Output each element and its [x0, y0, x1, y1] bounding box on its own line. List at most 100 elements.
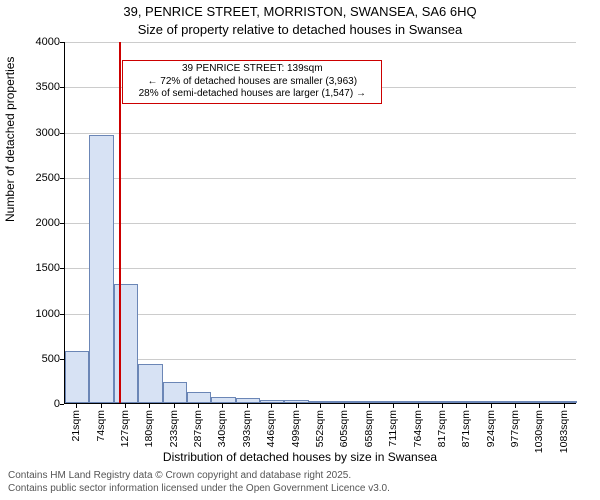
x-tick-label: 393sqm [241, 410, 253, 447]
chart-title-line1: 39, PENRICE STREET, MORRISTON, SWANSEA, … [0, 4, 600, 19]
x-tick-label: 74sqm [95, 410, 107, 442]
x-tick-mark [344, 404, 345, 408]
x-tick-mark [296, 404, 297, 408]
histogram-bar [65, 351, 89, 403]
plot-area: 39 PENRICE STREET: 139sqm← 72% of detach… [64, 42, 576, 404]
x-tick-mark [76, 404, 77, 408]
y-tick-mark [60, 42, 64, 43]
histogram-bar [187, 392, 211, 403]
histogram-bar [504, 401, 528, 403]
x-tick-label: 499sqm [290, 410, 302, 447]
y-tick-label: 0 [10, 398, 60, 410]
x-tick-mark [247, 404, 248, 408]
x-tick-mark [125, 404, 126, 408]
y-tick-mark [60, 87, 64, 88]
x-tick-label: 552sqm [314, 410, 326, 447]
gridline [65, 223, 576, 224]
y-tick-label: 1500 [10, 262, 60, 274]
x-tick-label: 871sqm [460, 410, 472, 447]
y-tick-label: 3500 [10, 81, 60, 93]
annotation-line: 28% of semi-detached houses are larger (… [127, 88, 377, 101]
histogram-bar [455, 401, 479, 403]
gridline [65, 359, 576, 360]
x-tick-mark [198, 404, 199, 408]
gridline [65, 42, 576, 43]
x-tick-mark [369, 404, 370, 408]
y-tick-mark [60, 133, 64, 134]
x-tick-label: 21sqm [70, 410, 82, 442]
y-tick-label: 500 [10, 353, 60, 365]
histogram-bar [309, 401, 333, 403]
reference-line [119, 42, 121, 403]
histogram-bar [284, 400, 308, 403]
x-tick-label: 1030sqm [533, 410, 545, 453]
histogram-bar [333, 401, 357, 403]
x-tick-mark [174, 404, 175, 408]
x-tick-mark [491, 404, 492, 408]
chart-title-line2: Size of property relative to detached ho… [0, 22, 600, 37]
x-tick-label: 711sqm [387, 410, 399, 447]
x-tick-label: 658sqm [363, 410, 375, 447]
x-tick-mark [320, 404, 321, 408]
histogram-bar [89, 135, 113, 403]
gridline [65, 133, 576, 134]
x-tick-mark [539, 404, 540, 408]
x-tick-label: 764sqm [412, 410, 424, 447]
x-tick-mark [466, 404, 467, 408]
annotation-box: 39 PENRICE STREET: 139sqm← 72% of detach… [122, 60, 382, 104]
x-tick-mark [271, 404, 272, 408]
gridline [65, 178, 576, 179]
x-tick-label: 977sqm [509, 410, 521, 447]
x-tick-label: 924sqm [485, 410, 497, 447]
histogram-bar [382, 401, 406, 403]
footer-line2: Contains public sector information licen… [8, 483, 390, 494]
y-tick-label: 3000 [10, 127, 60, 139]
y-tick-mark [60, 404, 64, 405]
y-tick-mark [60, 223, 64, 224]
x-tick-mark [101, 404, 102, 408]
x-tick-label: 1083sqm [558, 410, 570, 453]
y-tick-label: 4000 [10, 36, 60, 48]
x-tick-mark [564, 404, 565, 408]
y-tick-label: 2500 [10, 172, 60, 184]
histogram-bar [211, 397, 235, 403]
x-tick-label: 605sqm [338, 410, 350, 447]
x-tick-mark [149, 404, 150, 408]
x-tick-mark [222, 404, 223, 408]
histogram-bar [431, 401, 455, 403]
x-tick-label: 233sqm [168, 410, 180, 447]
x-tick-label: 446sqm [265, 410, 277, 447]
x-tick-mark [515, 404, 516, 408]
gridline [65, 314, 576, 315]
y-tick-mark [60, 178, 64, 179]
x-tick-mark [393, 404, 394, 408]
y-tick-mark [60, 314, 64, 315]
x-tick-mark [418, 404, 419, 408]
histogram-bar [479, 401, 503, 403]
histogram-bar [406, 401, 430, 403]
x-tick-label: 817sqm [436, 410, 448, 447]
y-tick-mark [60, 268, 64, 269]
footer-line1: Contains HM Land Registry data © Crown c… [8, 470, 351, 481]
histogram-bar [236, 398, 260, 403]
histogram-bar [138, 364, 162, 403]
annotation-line: 39 PENRICE STREET: 139sqm [127, 63, 377, 76]
x-axis-label: Distribution of detached houses by size … [0, 450, 600, 464]
x-tick-label: 180sqm [143, 410, 155, 447]
x-tick-label: 127sqm [119, 410, 131, 447]
y-tick-mark [60, 359, 64, 360]
histogram-bar [163, 382, 187, 403]
x-tick-label: 287sqm [192, 410, 204, 447]
histogram-bar [553, 401, 577, 403]
annotation-line: ← 72% of detached houses are smaller (3,… [127, 76, 377, 89]
histogram-bar [260, 400, 284, 403]
y-tick-label: 1000 [10, 308, 60, 320]
gridline [65, 268, 576, 269]
chart-container: 39, PENRICE STREET, MORRISTON, SWANSEA, … [0, 0, 600, 500]
histogram-bar [114, 284, 138, 403]
x-tick-mark [442, 404, 443, 408]
y-tick-label: 2000 [10, 217, 60, 229]
x-tick-label: 340sqm [216, 410, 228, 447]
histogram-bar [528, 401, 552, 403]
histogram-bar [358, 401, 382, 403]
